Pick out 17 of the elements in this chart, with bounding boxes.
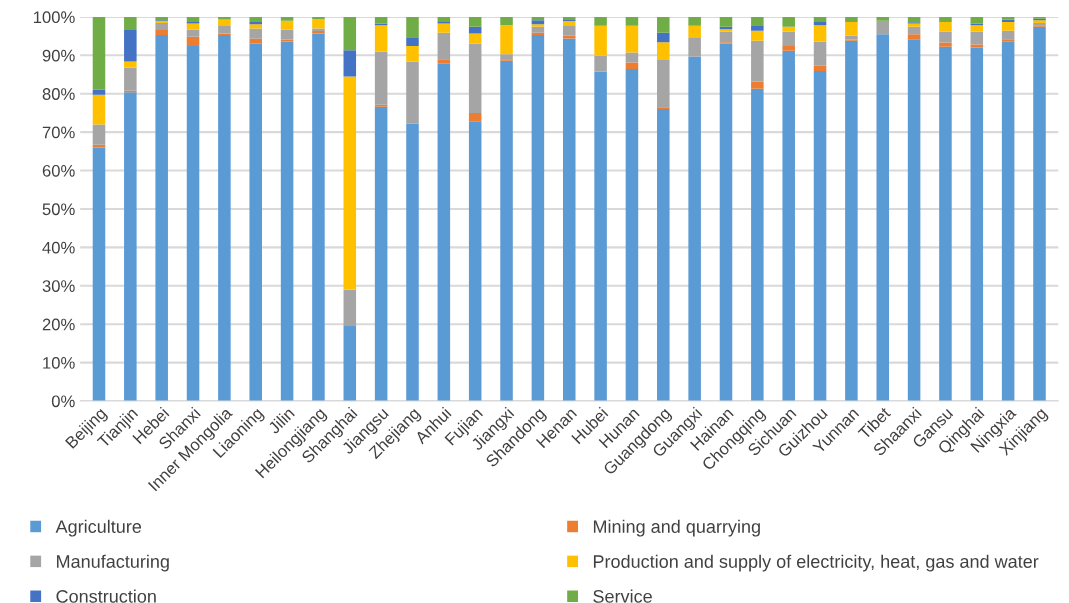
y-tick-label: 0% <box>51 395 75 408</box>
y-tick-label: 60% <box>42 164 75 177</box>
y-tick-label: 100% <box>33 11 75 24</box>
legend-label: Mining and quarrying <box>593 519 760 537</box>
y-tick-label: 30% <box>42 280 75 292</box>
legend-label: Agriculture <box>55 519 142 537</box>
y-tick-label: 10% <box>43 356 75 369</box>
y-tick-label: 80% <box>42 88 75 100</box>
y-tick-label: 70% <box>42 126 75 139</box>
legend-label: Production and supply of electricity, heat, gas and water <box>593 554 1039 572</box>
y-tick-label: 90% <box>42 49 75 62</box>
y-tick-label: 20% <box>42 318 75 331</box>
legend-label: Service <box>593 589 652 603</box>
y-tick-label: 50% <box>42 203 75 216</box>
legend-label: Construction <box>56 589 156 603</box>
y-tick-label: 40% <box>42 241 75 254</box>
legend-label: Manufacturing <box>57 554 169 572</box>
